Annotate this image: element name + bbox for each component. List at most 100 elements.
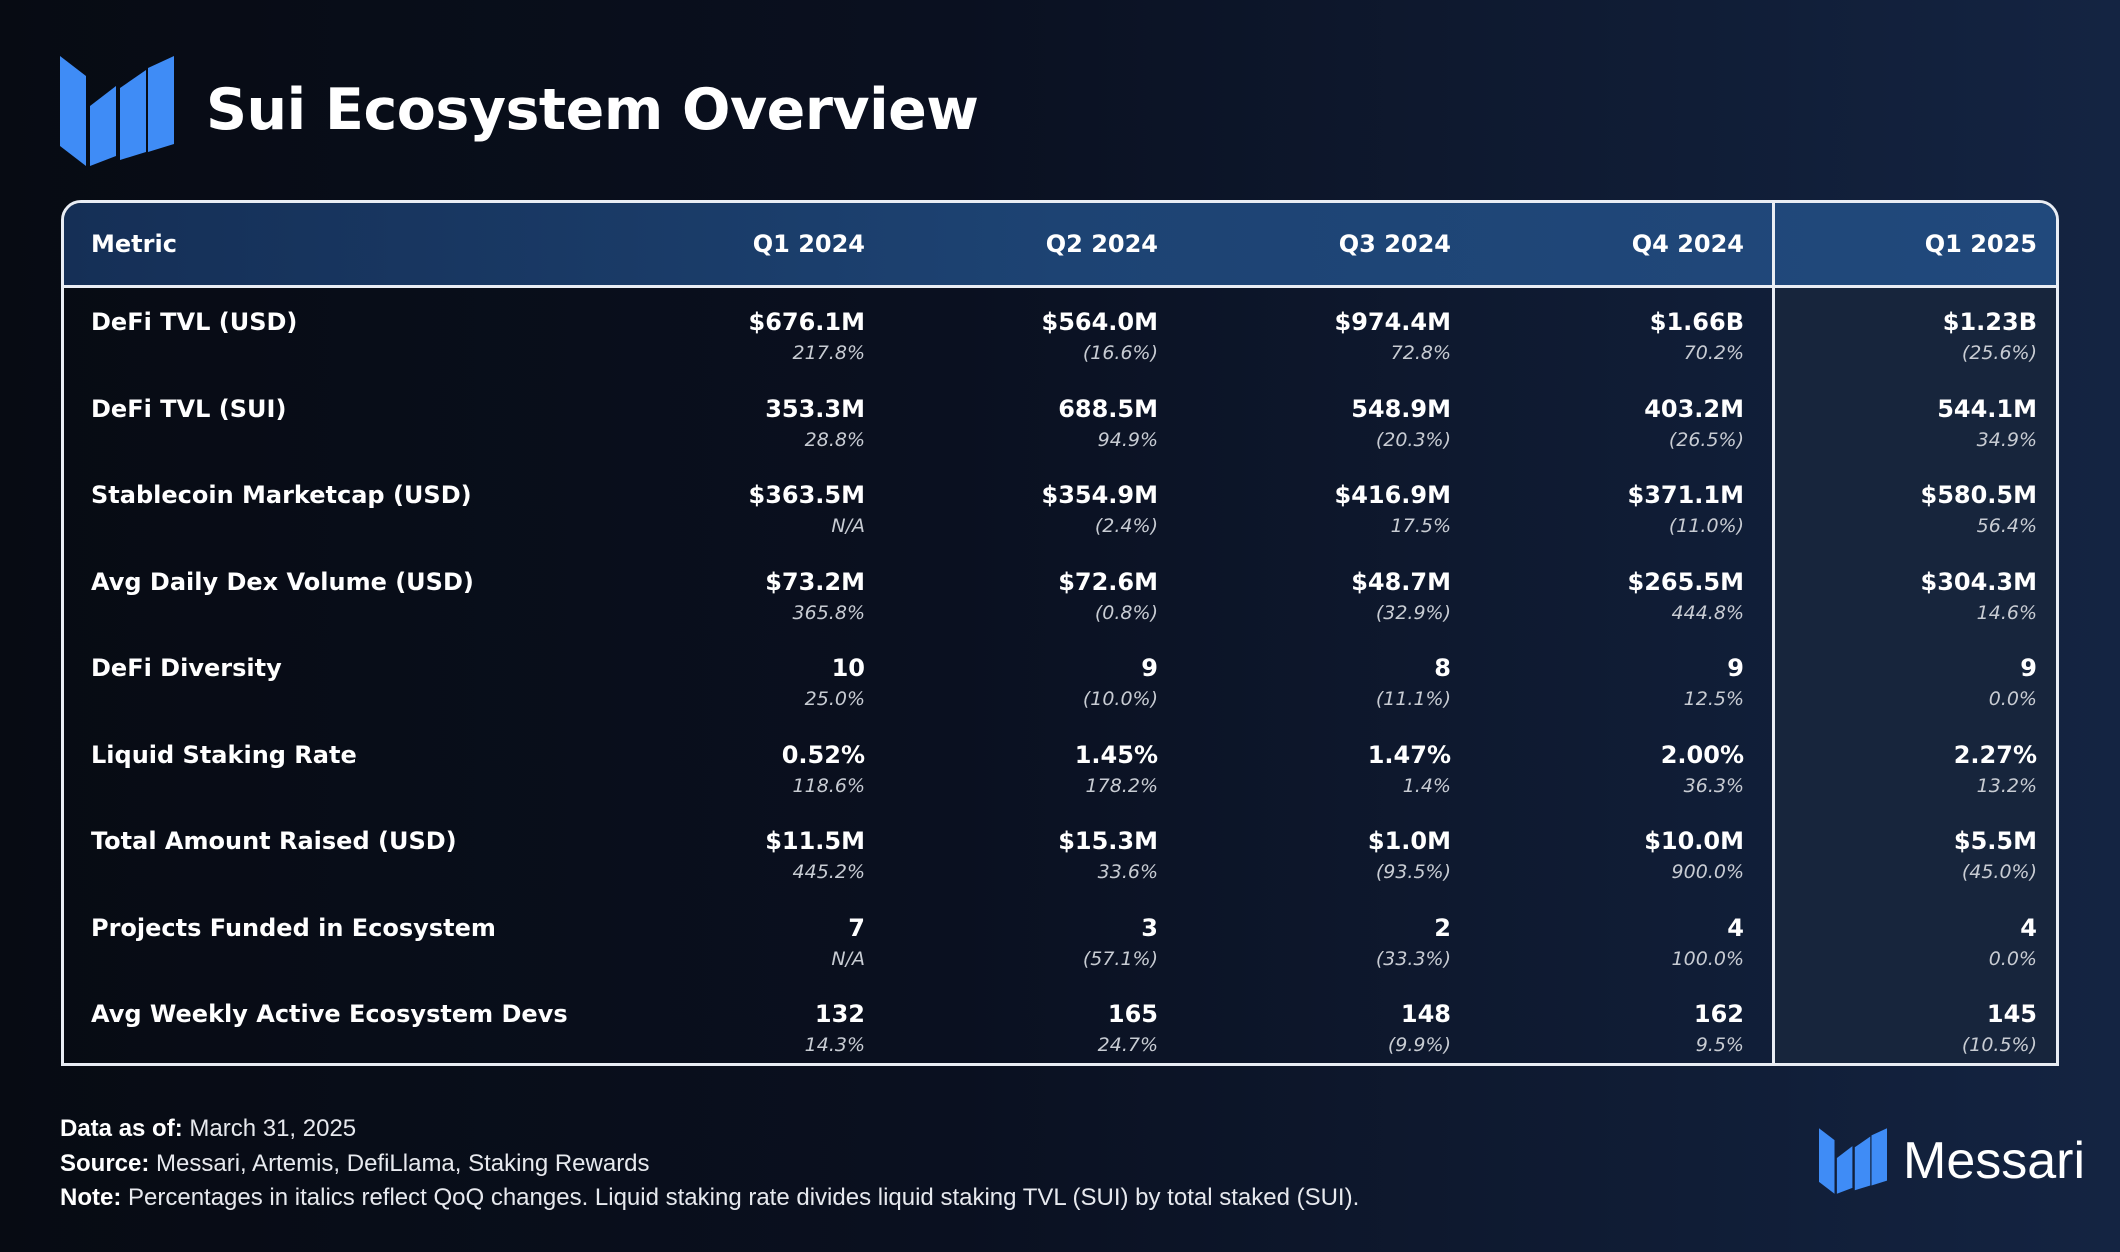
cell-value: 544.1M	[1937, 394, 2037, 423]
table-cell: 165 24.7%	[918, 980, 1158, 1063]
cell-qoq-change: 365.8%	[792, 601, 865, 624]
cell-value: 353.3M	[765, 394, 865, 423]
cell-value: 9	[1141, 654, 1158, 682]
cell-qoq-change: (57.1%)	[1082, 947, 1158, 970]
cell-value: 688.5M	[1058, 394, 1158, 423]
metric-label: Avg Weekly Active Ecosystem Devs	[91, 1000, 568, 1028]
table-cell: $564.0M (16.6%)	[918, 288, 1159, 375]
cell-value: $1.66B	[1649, 308, 1744, 336]
table-cell: $354.9M (2.4%)	[918, 461, 1159, 548]
cell-value: 0.52%	[781, 740, 865, 769]
cell-qoq-change: 118.6%	[792, 774, 865, 797]
metric-label: Projects Funded in Ecosystem	[91, 913, 496, 942]
table-row: Projects Funded in Ecosystem 7 N/A 3 (57.1%)…	[64, 894, 2056, 981]
cell-qoq-change: 0.0%	[1988, 688, 2037, 710]
table-row: DeFi TVL (USD) $676.1M 217.8% $564.0M (16.6%…	[64, 288, 2056, 375]
highlighted-column-background	[1772, 203, 2056, 1063]
cell-qoq-change: (11.1%)	[1375, 688, 1451, 710]
note-line: Note: Percentages in italics reflect QoQ…	[60, 1181, 1359, 1216]
table-cell: $416.9M 17.5%	[1211, 461, 1452, 548]
data-as-of-label: Data as of:	[60, 1115, 183, 1142]
cell-value: 148	[1400, 1000, 1451, 1028]
cell-value: 2.00%	[1660, 740, 1744, 769]
cell-value: 162	[1693, 1000, 1744, 1028]
table-cell: $48.7M (32.9%)	[1211, 548, 1451, 635]
table-cell: 544.1M 34.9%	[1797, 375, 2037, 462]
cell-qoq-change: 72.8%	[1390, 342, 1451, 364]
cell-value: $363.5M	[748, 481, 866, 509]
cell-qoq-change: 1.4%	[1402, 774, 1451, 797]
table-cell: 148 (9.9%)	[1211, 980, 1451, 1063]
table-cell: $371.1M (11.0%)	[1504, 461, 1745, 548]
cell-value: 1.45%	[1074, 740, 1158, 769]
cell-qoq-change: 25.0%	[804, 688, 865, 710]
cell-value: $564.0M	[1041, 308, 1159, 336]
table-row: Avg Weekly Active Ecosystem Devs 132 14.3%…	[64, 980, 2056, 1063]
table-cell: $15.3M 33.6%	[918, 807, 1158, 894]
cell-value: $5.5M	[1953, 827, 2037, 855]
footer-notes: Data as of: March 31, 2025 Source: Messa…	[60, 1112, 1359, 1216]
cell-value: 548.9M	[1351, 394, 1451, 423]
cell-qoq-change: 33.6%	[1097, 861, 1158, 883]
cell-qoq-change: 34.9%	[1976, 428, 2037, 451]
table-cell: 1.47% 1.4%	[1211, 721, 1451, 808]
table-cell: 0.52% 118.6%	[625, 721, 865, 808]
data-as-of-line: Data as of: March 31, 2025	[60, 1112, 1359, 1147]
messari-logo-icon	[60, 56, 174, 166]
cell-value: $11.5M	[765, 827, 865, 855]
column-header-q3-2024: Q3 2024	[1338, 230, 1451, 258]
table-row: DeFi Diversity 10 25.0% 9 (10.0%) 8 (11.1%) 9 12…	[64, 634, 2056, 721]
brand-mark: Messari	[1819, 1126, 2089, 1196]
table-cell: 2.27% 13.2%	[1797, 721, 2037, 808]
cell-value: $73.2M	[765, 567, 865, 596]
table-cell: $10.0M 900.0%	[1504, 807, 1744, 894]
table-cell: $1.0M (93.5%)	[1211, 807, 1451, 894]
cell-qoq-change: N/A	[831, 515, 865, 537]
cell-value: 165	[1107, 1000, 1158, 1028]
cell-value: 1.47%	[1367, 740, 1451, 769]
cell-qoq-change: (32.9%)	[1375, 601, 1451, 624]
column-header-metric: Metric	[91, 230, 177, 258]
cell-value: 7	[848, 913, 865, 942]
table-cell: 4 0.0%	[1797, 894, 2037, 981]
cell-qoq-change: 217.8%	[792, 342, 865, 364]
cell-qoq-change: 70.2%	[1683, 342, 1744, 364]
cell-qoq-change: 9.5%	[1695, 1034, 1744, 1056]
table-cell: $580.5M 56.4%	[1797, 461, 2038, 548]
note-value: Percentages in italics reflect QoQ chang…	[128, 1184, 1360, 1211]
table-cell: 7 N/A	[625, 894, 865, 981]
cell-qoq-change: 28.8%	[804, 428, 865, 451]
table-cell: 9 0.0%	[1797, 634, 2037, 721]
source-line: Source: Messari, Artemis, DefiLlama, Sta…	[60, 1147, 1359, 1182]
cell-qoq-change: (26.5%)	[1668, 428, 1744, 451]
cell-value: 2	[1434, 913, 1451, 942]
cell-qoq-change: 13.2%	[1976, 774, 2037, 797]
ecosystem-table: Metric Q1 2024 Q2 2024 Q3 2024 Q4 2024 Q1 202…	[61, 200, 2059, 1066]
table-cell: 688.5M 94.9%	[918, 375, 1158, 462]
cell-value: $354.9M	[1041, 481, 1159, 509]
table-cell: 8 (11.1%)	[1211, 634, 1451, 721]
table-cell: 548.9M (20.3%)	[1211, 375, 1451, 462]
column-divider	[1772, 203, 1775, 1063]
column-header-q1-2025: Q1 2025	[1924, 230, 2037, 258]
cell-value: 403.2M	[1644, 394, 1744, 423]
cell-qoq-change: 12.5%	[1683, 688, 1744, 710]
cell-qoq-change: N/A	[831, 947, 865, 970]
cell-qoq-change: 900.0%	[1671, 861, 1744, 883]
cell-value: $15.3M	[1058, 827, 1158, 855]
metric-label: Total Amount Raised (USD)	[91, 827, 457, 855]
table-cell: 9 (10.0%)	[918, 634, 1158, 721]
table-cell: 3 (57.1%)	[918, 894, 1158, 981]
table-cell: $676.1M 217.8%	[625, 288, 866, 375]
brand-name: Messari	[1903, 1132, 2086, 1190]
table-cell: 2.00% 36.3%	[1504, 721, 1744, 808]
cell-value: $1.0M	[1367, 827, 1451, 855]
cell-qoq-change: (25.6%)	[1961, 342, 2037, 364]
cell-qoq-change: (10.0%)	[1082, 688, 1158, 710]
table-cell: $1.66B 70.2%	[1504, 288, 1744, 375]
table-cell: 1.45% 178.2%	[918, 721, 1158, 808]
cell-value: $1.23B	[1942, 308, 2037, 336]
cell-qoq-change: (45.0%)	[1961, 861, 2037, 883]
column-header-q4-2024: Q4 2024	[1631, 230, 1744, 258]
table-cell: 145 (10.5%)	[1797, 980, 2037, 1063]
